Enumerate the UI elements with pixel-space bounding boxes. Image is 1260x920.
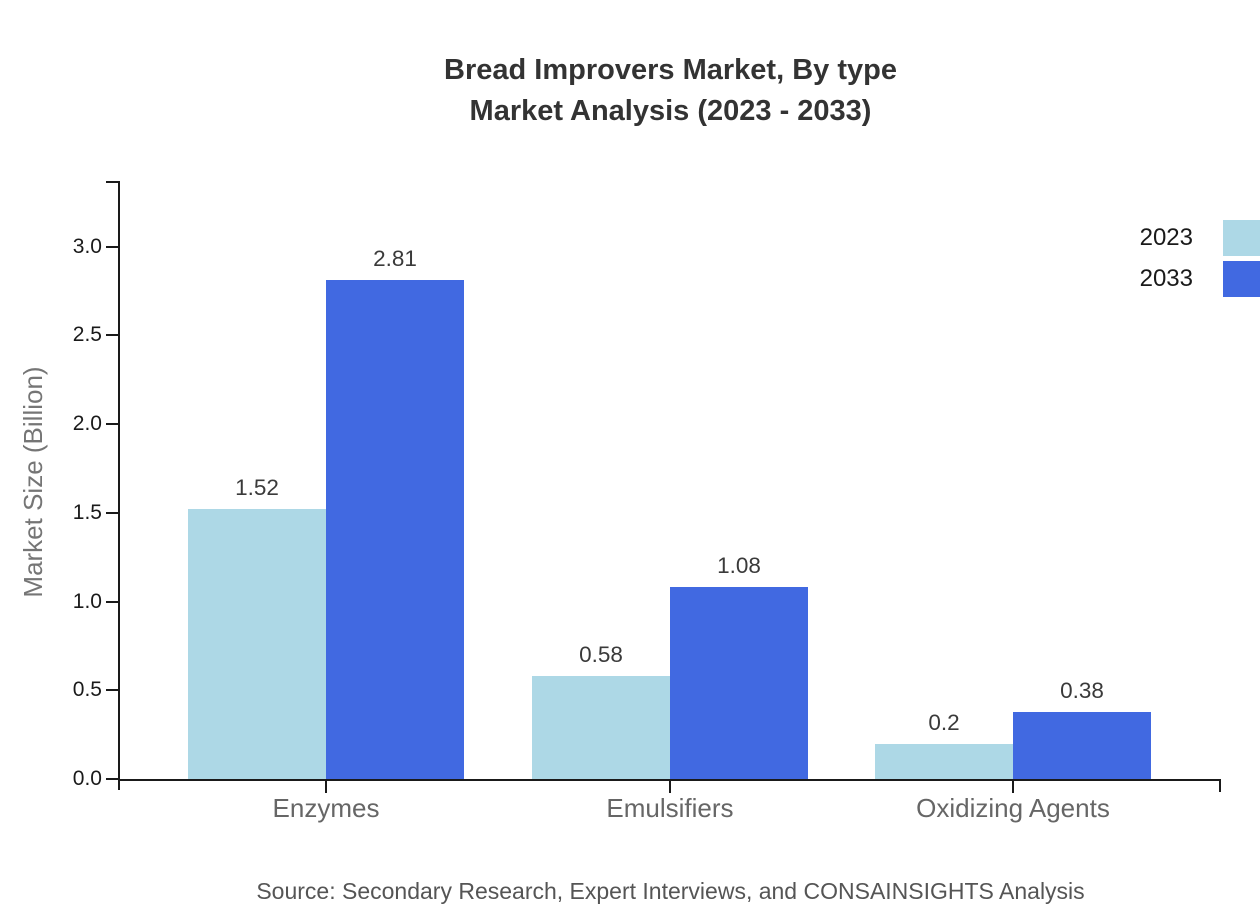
value-label: 0.2 xyxy=(928,709,960,735)
value-label: 1.08 xyxy=(717,553,761,579)
x-axis-end-cap xyxy=(1219,779,1221,792)
chart-title-line1: Bread Improvers Market, By type xyxy=(444,54,897,86)
bar xyxy=(326,280,464,779)
x-axis-spine xyxy=(118,779,1221,781)
y-tick xyxy=(106,778,118,780)
x-tick xyxy=(1012,781,1014,793)
y-tick-label: 2.5 xyxy=(72,323,102,347)
bar xyxy=(532,676,670,779)
category-label: Enzymes xyxy=(272,793,380,823)
legend-label: 2023 xyxy=(1139,224,1193,251)
value-label: 1.52 xyxy=(235,475,279,501)
y-axis-end-cap xyxy=(106,181,118,183)
y-tick-label: 0.0 xyxy=(72,767,102,790)
y-tick-label: 1.5 xyxy=(72,500,102,524)
y-tick xyxy=(106,600,118,603)
y-tick-label: 0.5 xyxy=(72,678,102,702)
x-tick xyxy=(669,781,671,793)
x-tick xyxy=(325,781,327,793)
legend-label: 2033 xyxy=(1139,265,1193,292)
y-tick-label: 2.0 xyxy=(72,412,102,435)
source-note: Source: Secondary Research, Expert Inter… xyxy=(256,878,1085,904)
legend-swatch xyxy=(1223,261,1260,297)
value-label: 0.58 xyxy=(579,642,623,668)
y-axis-title: Market Size (Billion) xyxy=(18,366,48,598)
y-tick xyxy=(106,511,118,514)
bar xyxy=(1013,711,1151,779)
value-label: 0.38 xyxy=(1060,677,1104,703)
legend-swatch xyxy=(1223,220,1260,256)
chart-title: Bread Improvers Market, By type Market A… xyxy=(120,50,1221,132)
y-axis-spine xyxy=(118,181,120,790)
value-label: 2.81 xyxy=(373,246,417,272)
category-label: Emulsifiers xyxy=(606,793,734,823)
bar xyxy=(875,743,1013,779)
y-tick-label: 1.0 xyxy=(72,589,102,613)
y-tick-label: 3.0 xyxy=(72,234,102,258)
bar xyxy=(670,587,808,779)
chart-title-line2: Market Analysis (2023 - 2033) xyxy=(469,95,872,127)
y-tick xyxy=(106,334,118,337)
bar xyxy=(188,509,326,779)
y-tick xyxy=(106,423,118,425)
category-label: Oxidizing Agents xyxy=(916,793,1110,823)
y-tick xyxy=(106,689,118,692)
y-tick xyxy=(106,245,118,248)
